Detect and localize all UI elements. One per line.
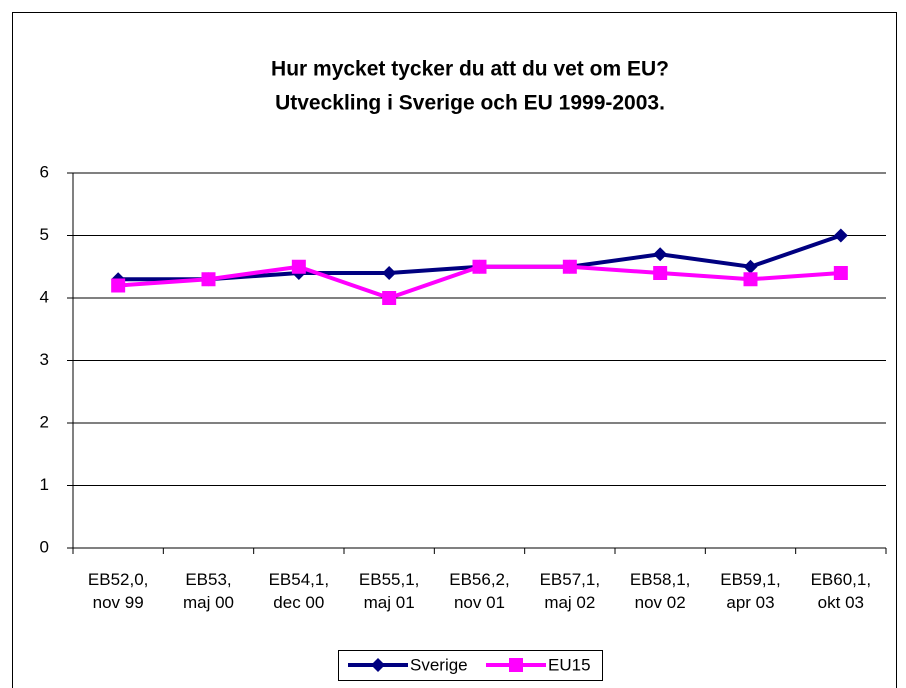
legend-label: Sverige [410,655,468,674]
chart-border [12,12,897,688]
x-tick-label: EB54,1, dec 00 [268,570,330,612]
y-tick-label: 4 [40,287,49,306]
x-tick-label: EB58,1, nov 02 [629,570,691,612]
marker [201,272,216,287]
marker [833,266,848,280]
chart-title: Hur mycket tycker du att du vet om EU? [271,58,669,81]
x-tick-label: EB59,1, apr 03 [720,570,781,612]
marker [653,266,668,280]
chart-subtitle: Utveckling i Sverige och EU 1999-2003. [275,92,665,115]
marker [472,259,487,274]
x-tick-label: EB52,0, nov 99 [87,570,149,612]
marker [653,247,668,262]
legend-marker [371,658,385,672]
legend-marker [509,658,523,672]
x-tick-label: EB57,1, maj 02 [539,570,601,612]
y-tick-label: 5 [40,225,49,244]
marker [111,278,126,293]
legend-label: EU15 [548,655,591,674]
x-tick-label: EB55,1, maj 01 [358,570,420,612]
y-tick-label: 0 [40,537,49,556]
marker [743,259,758,274]
marker [743,272,758,287]
x-tick-label: EB60,1, okt 03 [810,570,872,612]
y-tick-label: 6 [40,162,49,181]
marker [291,259,306,274]
x-tick-label: EB53, maj 00 [182,570,235,612]
marker [382,266,397,280]
marker [833,228,848,243]
y-tick-label: 2 [40,412,49,431]
y-tick-label: 3 [40,350,49,369]
marker [562,259,577,274]
x-tick-label: EB56,2, nov 01 [449,570,510,612]
y-tick-label: 1 [40,475,49,494]
marker [382,291,397,305]
